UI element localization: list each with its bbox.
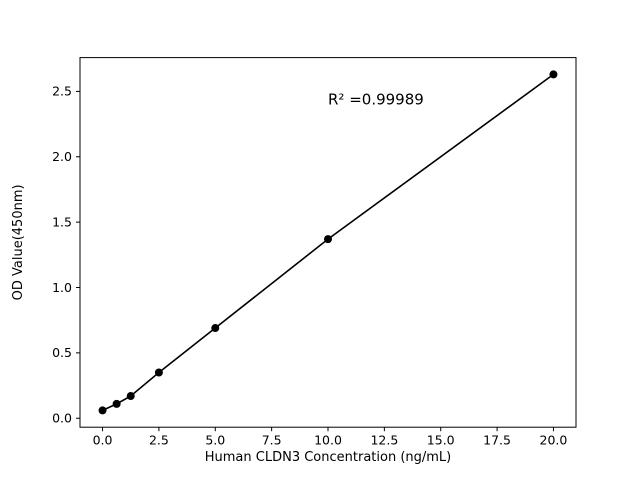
x-axis-label: Human CLDN3 Concentration (ng/mL) [205,450,452,465]
x-tick-label: 10.0 [314,433,342,448]
x-tick-label: 20.0 [540,433,568,448]
r-squared-annotation: R² =0.99989 [328,90,424,108]
y-tick-label: 0.0 [52,411,72,426]
data-point [324,235,332,244]
data-point [98,406,107,415]
data-point [112,399,121,408]
y-axis: 0.0 0.5 1.0 1.5 2.0 2.5 [52,84,80,426]
x-tick-label: 7.5 [262,433,282,448]
x-tick-label: 0.0 [93,433,113,448]
data-point [549,70,558,79]
y-axis-label: OD Value(450nm) [11,184,26,300]
y-tick-label: 2.5 [52,84,72,99]
y-tick-label: 0.5 [52,345,72,360]
plot-border [79,57,577,428]
y-tick-label: 1.0 [52,280,72,295]
y-tick-label: 2.0 [52,149,72,164]
data-points [98,70,558,415]
x-axis: 0.0 2.5 5.0 7.5 10.0 12.5 15.0 17.5 20.0 [93,427,568,448]
x-tick-label: 17.5 [483,433,511,448]
x-tick-label: 12.5 [370,433,398,448]
y-tick-label: 1.5 [52,214,72,229]
x-tick-label: 2.5 [149,433,169,448]
data-point [154,368,163,377]
x-tick-label: 15.0 [427,433,455,448]
data-point [126,392,135,401]
x-tick-label: 5.0 [205,433,225,448]
data-point [211,324,220,333]
